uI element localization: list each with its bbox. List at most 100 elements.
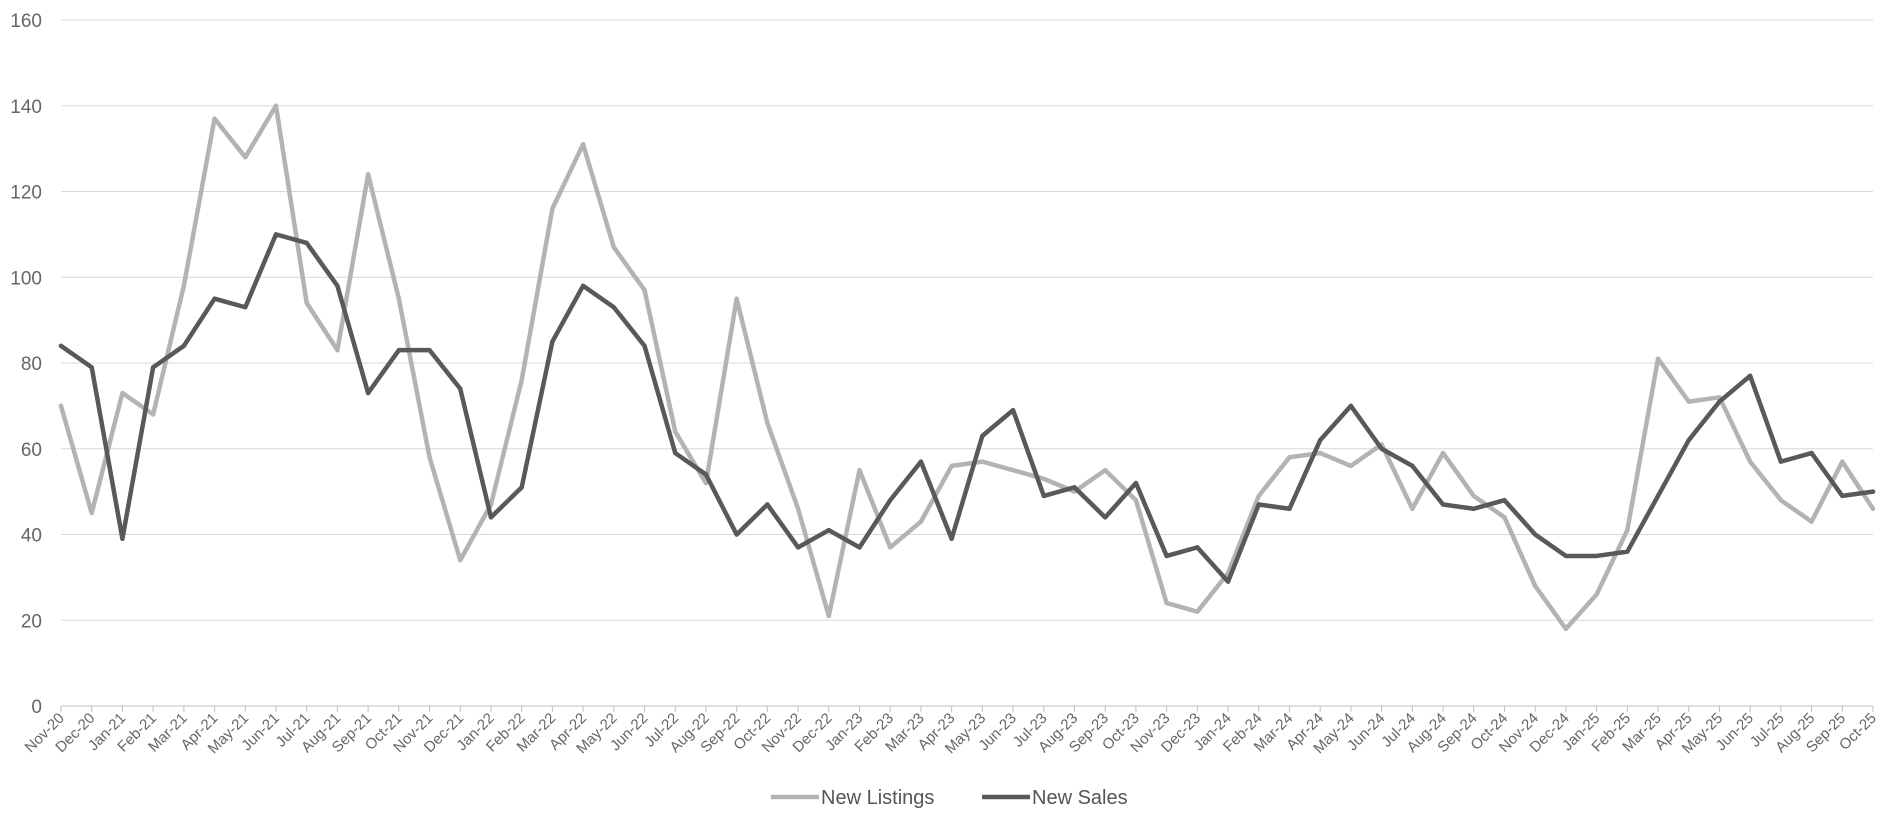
gridlines	[61, 19, 1873, 621]
y-axis: 0 20 40 60 80 100 120 140 160	[10, 11, 42, 718]
data-point	[642, 287, 647, 293]
data-point	[550, 206, 555, 211]
data-point	[304, 240, 309, 246]
y-tick-label: 80	[21, 354, 42, 375]
data-point	[1655, 356, 1661, 361]
data-point	[1563, 553, 1569, 559]
data-point	[888, 498, 893, 503]
data-point	[1778, 498, 1784, 503]
data-point	[1686, 437, 1691, 443]
data-point	[488, 515, 494, 520]
data-point	[1164, 600, 1169, 606]
data-point	[795, 545, 801, 550]
legend-label: New Listings	[821, 787, 934, 809]
data-point	[673, 450, 678, 456]
data-point	[1103, 515, 1108, 520]
y-tick-label: 160	[10, 11, 42, 32]
data-point	[949, 463, 954, 469]
data-point	[212, 116, 217, 121]
data-point	[580, 142, 586, 147]
data-point	[458, 558, 463, 563]
y-tick-label: 120	[10, 183, 42, 204]
data-point	[611, 305, 617, 310]
data-point	[1317, 437, 1323, 443]
data-point	[1225, 579, 1231, 584]
data-point	[150, 412, 156, 417]
data-point	[765, 420, 770, 426]
data-point	[826, 613, 831, 619]
data-point	[1133, 498, 1139, 503]
data-point	[918, 459, 924, 464]
data-point	[734, 532, 739, 537]
data-point	[1778, 459, 1784, 464]
data-point	[1655, 493, 1661, 499]
data-point	[1256, 493, 1261, 499]
y-tick-label: 40	[21, 526, 42, 547]
data-point	[243, 305, 248, 310]
data-point	[519, 377, 524, 383]
data-point	[1717, 399, 1722, 404]
x-axis: Nov-20Dec-20Jan-21Feb-21Mar-21Apr-21May-…	[22, 705, 1880, 757]
y-tick-label: 140	[10, 97, 42, 118]
y-tick-label: 20	[21, 611, 42, 632]
data-point	[396, 296, 402, 301]
data-point	[1563, 626, 1569, 632]
legend-label: New Sales	[1032, 787, 1128, 809]
data-point	[1195, 545, 1200, 550]
data-point	[673, 429, 678, 434]
data-point	[888, 545, 893, 550]
data-point	[58, 343, 64, 349]
data-point	[1870, 489, 1876, 494]
data-point	[1287, 455, 1292, 460]
data-point	[1348, 403, 1354, 409]
data-point	[1502, 515, 1507, 520]
legend-item-new-sales: New Sales	[982, 787, 1128, 809]
data-point	[1594, 553, 1599, 559]
data-point	[89, 365, 94, 370]
data-point	[765, 502, 770, 507]
data-point	[1840, 459, 1845, 464]
data-point	[642, 343, 647, 349]
legend-item-new-listings: New Listings	[771, 787, 934, 809]
data-point	[273, 103, 279, 108]
data-point	[304, 300, 309, 306]
data-point	[980, 459, 985, 464]
y-tick-label: 0	[31, 697, 42, 718]
data-point	[181, 343, 187, 349]
data-point	[1594, 592, 1599, 597]
data-point	[1072, 485, 1077, 490]
data-point	[1195, 609, 1200, 614]
data-point	[1041, 476, 1046, 481]
data-point	[150, 365, 156, 370]
data-point	[458, 386, 463, 391]
data-point	[857, 467, 862, 473]
data-point	[181, 283, 187, 289]
data-point	[1471, 506, 1476, 511]
data-point	[1440, 450, 1446, 456]
data-point	[611, 245, 617, 250]
data-point	[1440, 502, 1446, 507]
data-point	[1532, 583, 1538, 589]
data-point	[1041, 493, 1046, 499]
data-point	[1809, 519, 1814, 524]
y-tick-label: 100	[10, 268, 42, 289]
data-point	[1625, 528, 1630, 533]
data-point	[703, 480, 709, 486]
data-point	[980, 433, 985, 439]
data-point	[335, 283, 340, 289]
data-point	[427, 347, 432, 353]
data-point	[1410, 506, 1415, 511]
data-point	[1164, 553, 1169, 559]
series-line-new-sales	[58, 232, 1876, 584]
data-point	[1010, 467, 1016, 473]
data-point	[58, 403, 64, 409]
data-point	[1747, 459, 1753, 464]
data-point	[1348, 463, 1354, 469]
series-lines	[58, 103, 1876, 632]
data-point	[365, 390, 371, 396]
data-point	[273, 232, 279, 237]
data-point	[949, 536, 954, 541]
data-point	[1532, 532, 1538, 537]
data-point	[857, 545, 862, 550]
